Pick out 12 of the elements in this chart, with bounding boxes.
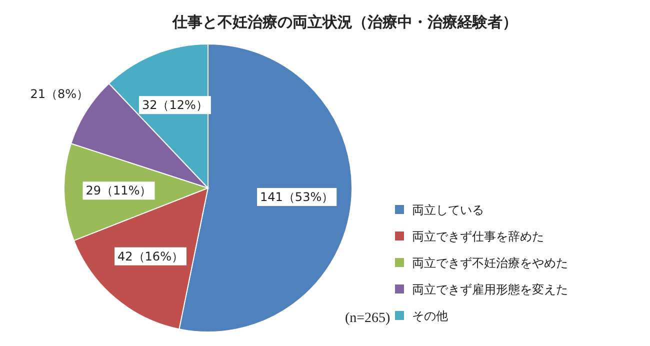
data-label: 29（11%） [86, 184, 152, 198]
data-label: 21（8%） [30, 87, 89, 102]
legend-label: 両立できず仕事を辞めた [412, 230, 544, 244]
chart-title: 仕事と不妊治療の両立状況（治療中・治療経験者） [172, 13, 518, 31]
data-label: 42（16%） [118, 249, 184, 264]
legend-label: その他 [412, 309, 448, 323]
legend-label: 両立している [412, 203, 484, 217]
text: (n=265) [345, 311, 391, 326]
data-label: 141（53%） [260, 190, 334, 204]
legend-label: 両立できず不妊治療をやめた [412, 256, 568, 270]
data-label: 32（12%） [142, 98, 208, 112]
legend-label: 両立できず雇用形態を変えた [412, 282, 568, 296]
